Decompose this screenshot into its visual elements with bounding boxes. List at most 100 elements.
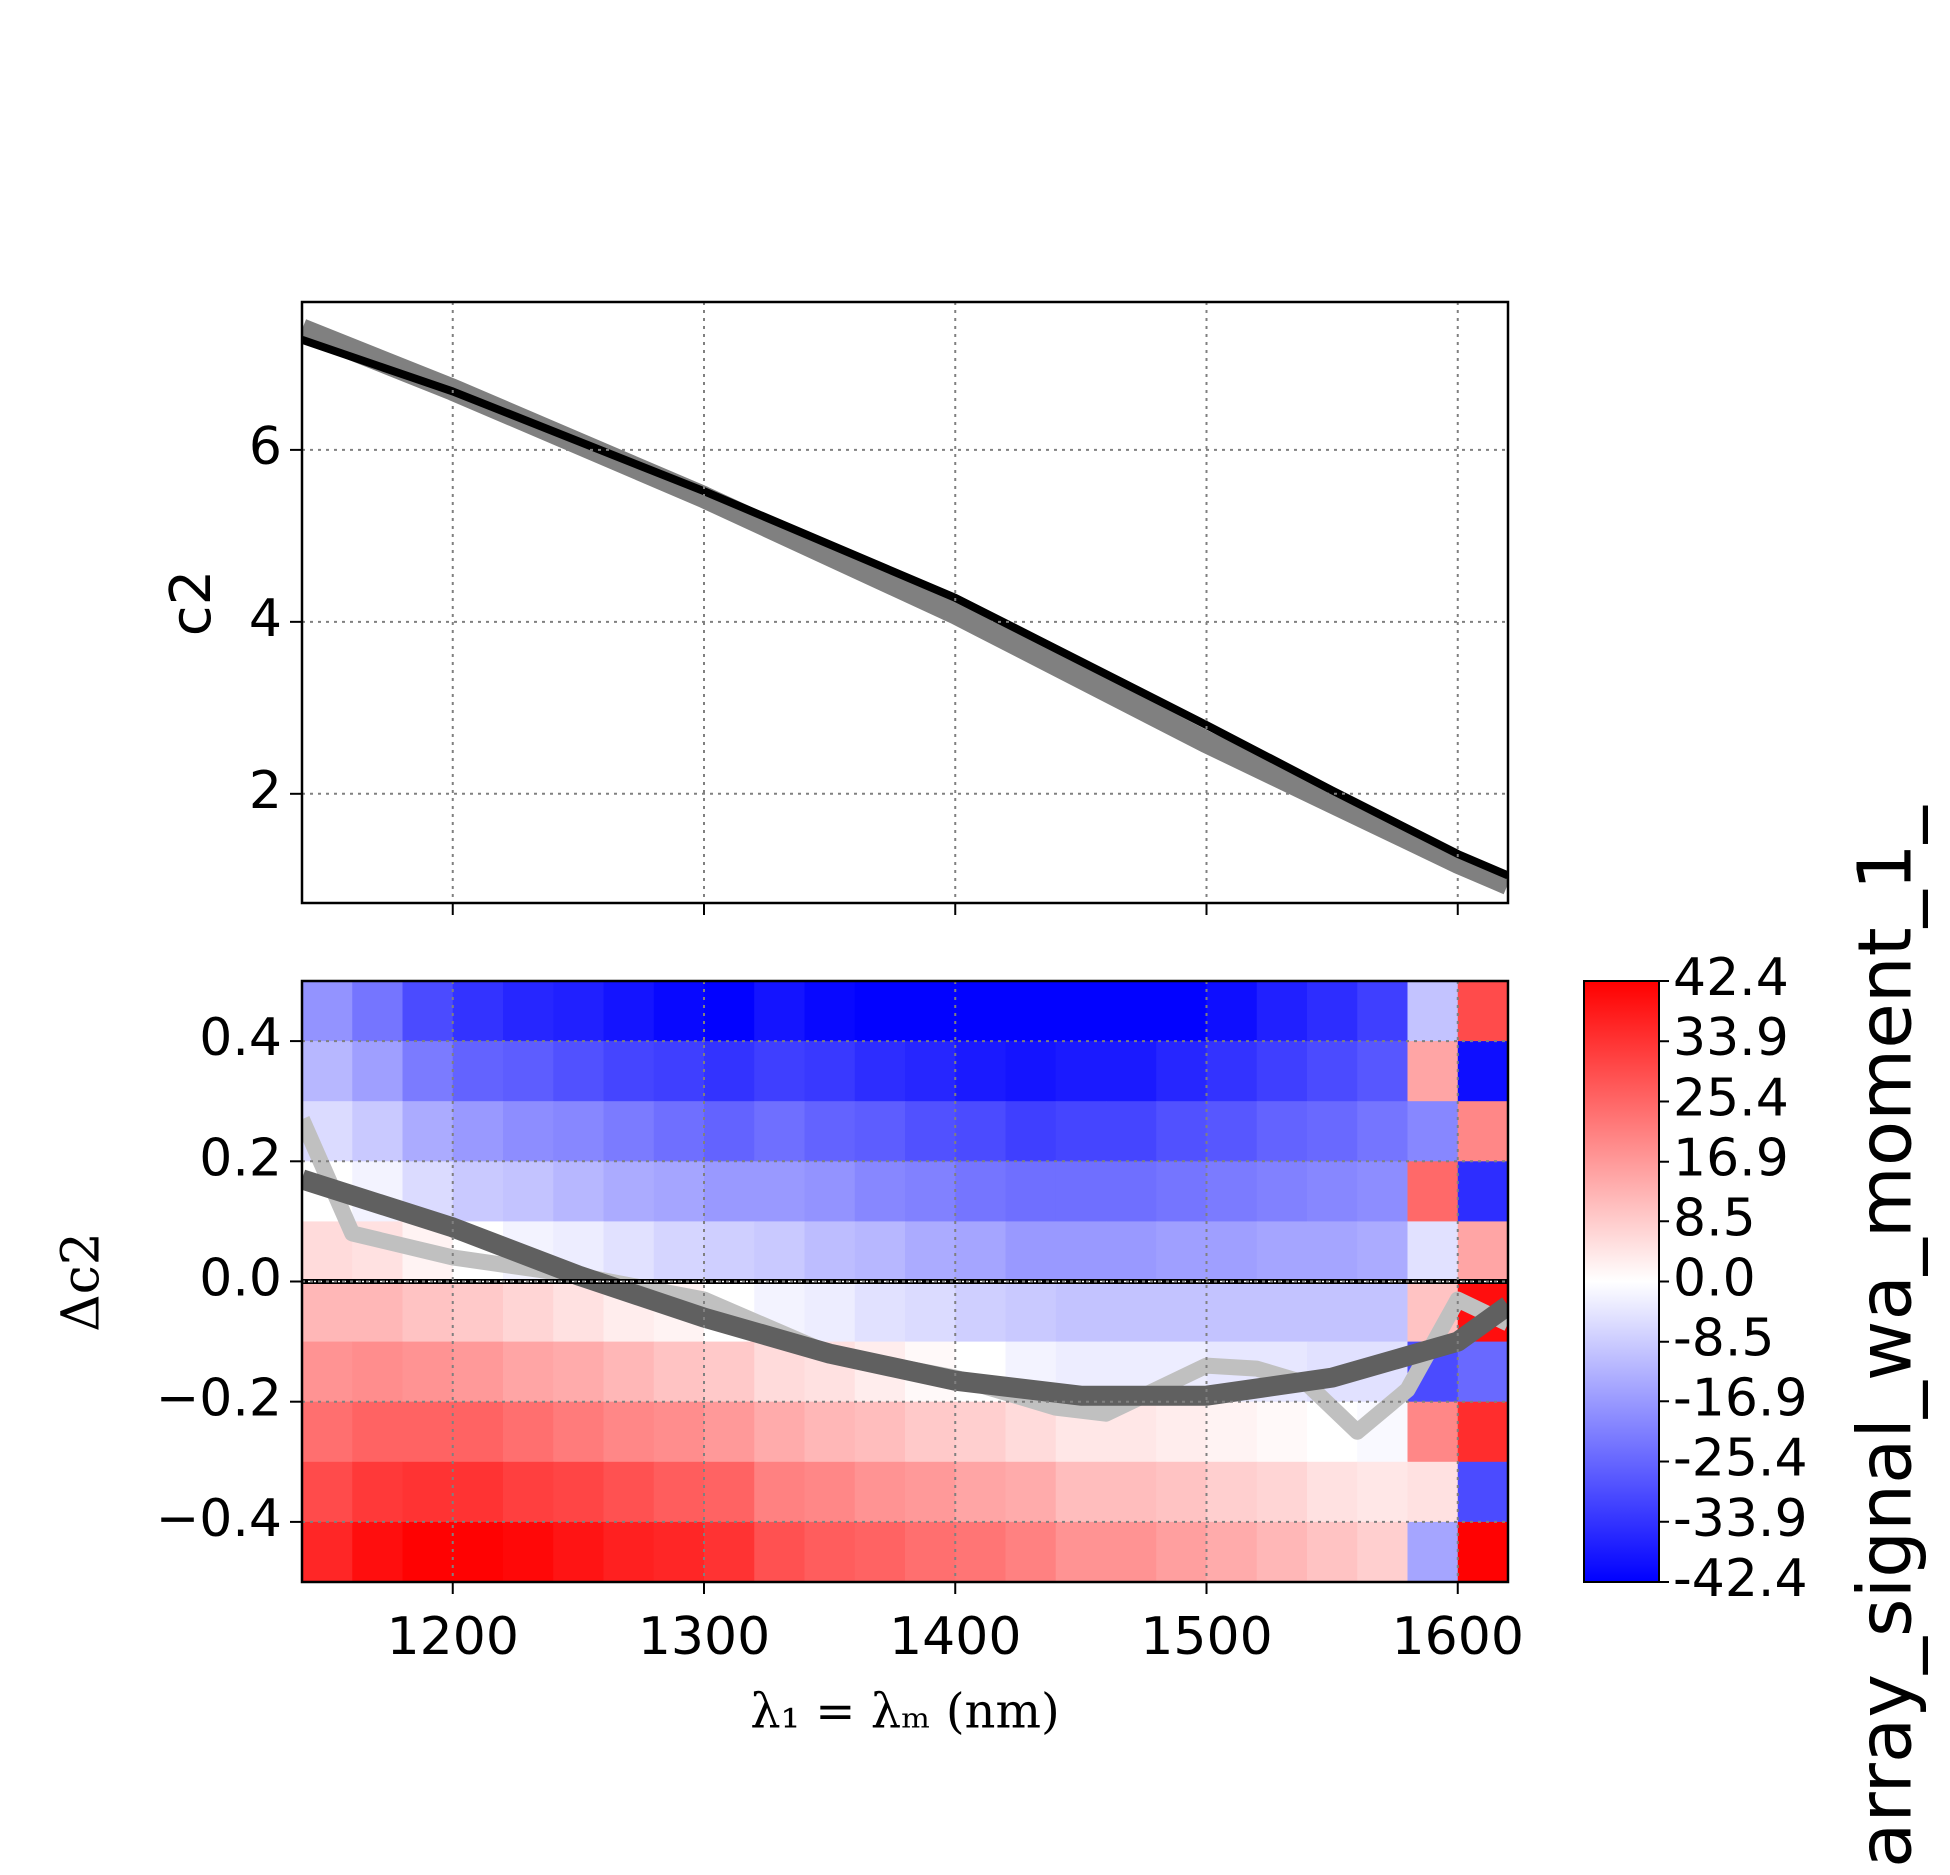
heatmap-cell: [452, 1101, 504, 1162]
heatmap-cell: [1457, 1101, 1508, 1162]
heatmap-cell: [1457, 1461, 1508, 1523]
heatmap-cell: [302, 1461, 353, 1523]
heatmap-cell: [1156, 1461, 1208, 1523]
heatmap-cell: [1005, 1461, 1057, 1523]
heatmap-cell: [503, 1041, 554, 1102]
heatmap-cell: [503, 1161, 554, 1222]
heatmap-cell: [402, 1041, 454, 1102]
heatmap-cell: [1256, 981, 1308, 1042]
heatmap-cell: [1206, 1401, 1258, 1463]
heatmap-cell: [1457, 1341, 1508, 1403]
line: [302, 319, 1508, 895]
heatmap-cell: [1106, 1281, 1157, 1343]
heatmap-cell: [905, 1461, 956, 1523]
heatmap-cell: [553, 1341, 605, 1403]
heatmap-cell: [854, 1101, 906, 1162]
heatmap-cell: [1106, 1461, 1157, 1523]
colorbar-tick-label: 16.9: [1673, 1129, 1789, 1189]
heatmap-cell: [1156, 1101, 1208, 1162]
heatmap-cell: [754, 1041, 806, 1102]
heatmap-cell: [1106, 1161, 1157, 1222]
heatmap-cell: [854, 1281, 906, 1343]
heatmap-cell: [1055, 1461, 1107, 1523]
heatmap-cell: [1307, 1041, 1358, 1102]
heatmap-cell: [804, 1041, 856, 1102]
heatmap-cell: [653, 1461, 705, 1523]
heatmap-cell: [955, 981, 1007, 1042]
heatmap-cell: [653, 1101, 705, 1162]
heatmap-cell: [1407, 1521, 1459, 1582]
heatmap-cell: [452, 1401, 504, 1463]
heatmap-cell: [402, 1101, 454, 1162]
heatmap-cell: [603, 1401, 655, 1463]
colorbar-tick-label: -42.4: [1673, 1549, 1808, 1609]
colorbar-tick-label: 0.0: [1673, 1249, 1756, 1309]
colorbar-tick-label: -33.9: [1673, 1489, 1808, 1549]
heatmap-cell: [503, 1461, 554, 1523]
heatmap-cell: [302, 1281, 353, 1343]
heatmap-cell: [1457, 1401, 1508, 1463]
line: [302, 1169, 1508, 1406]
heatmap-cell: [1005, 1521, 1057, 1582]
heatmap-cell: [452, 1341, 504, 1403]
heatmap-cell: [452, 1521, 504, 1582]
heatmap-cell: [603, 1161, 655, 1222]
heatmap-cell: [503, 981, 554, 1042]
heatmap-cell: [804, 1281, 856, 1343]
heatmap-cell: [1005, 1161, 1057, 1222]
heatmap-cell: [1357, 1041, 1409, 1102]
heatmap-cell: [1206, 1461, 1258, 1523]
heatmap-cell: [1256, 1521, 1308, 1582]
heatmap-cell: [1206, 981, 1258, 1042]
heatmap-cell: [754, 981, 806, 1042]
heatmap-cell: [1206, 1161, 1258, 1222]
heatmap-cell: [452, 1281, 504, 1343]
heatmap-cell: [503, 1401, 554, 1463]
heatmap-cell: [503, 1281, 554, 1343]
y-axis-label: c2: [159, 570, 224, 636]
heatmap-cell: [553, 1161, 605, 1222]
heatmap-cell: [1005, 1221, 1057, 1283]
y-tick-label: −0.2: [156, 1369, 282, 1429]
heatmap-cell: [905, 981, 956, 1042]
heatmap-cell: [1005, 1281, 1057, 1343]
heatmap-cell: [402, 1341, 454, 1403]
heatmap-cell: [854, 1221, 906, 1283]
heatmap-cell: [955, 1521, 1007, 1582]
heatmap-cell: [1206, 1281, 1258, 1343]
heatmap-cell: [754, 1401, 806, 1463]
heatmap-cell: [905, 1401, 956, 1463]
heatmap-cell: [704, 1041, 755, 1102]
heatmap-cell: [603, 1221, 655, 1283]
colorbar-label: array_signal_wa_moment_1_: [1843, 805, 1929, 1868]
heatmap-cell: [1307, 1521, 1358, 1582]
heatmap-cell: [704, 1461, 755, 1523]
heatmap-cell: [754, 1101, 806, 1162]
heatmap-cell: [1256, 1281, 1308, 1343]
heatmap-cell: [905, 1521, 956, 1582]
heatmap-cell: [653, 1041, 705, 1102]
heatmap-cell: [955, 1101, 1007, 1162]
y-tick-label: 2: [249, 761, 282, 821]
heatmap-cell: [1106, 981, 1157, 1042]
heatmap-cell: [1055, 1521, 1107, 1582]
heatmap-cell: [704, 1101, 755, 1162]
heatmap-cell: [905, 1281, 956, 1343]
heatmap-cell: [1206, 1521, 1258, 1582]
heatmap-cell: [503, 1521, 554, 1582]
heatmap-cell: [1457, 1041, 1508, 1102]
heatmap-cell: [1457, 1221, 1508, 1283]
heatmap-cell: [1307, 1461, 1358, 1523]
heatmap-cell: [1256, 1041, 1308, 1102]
heatmap-cell: [804, 981, 856, 1042]
heatmap-cell: [1005, 981, 1057, 1042]
heatmap-cell: [804, 1221, 856, 1283]
heatmap-cell: [1156, 1281, 1208, 1343]
heatmap-cell: [352, 1281, 404, 1343]
heatmap-cell: [553, 981, 605, 1042]
heatmap-cell: [653, 1521, 705, 1582]
heatmap-cell: [955, 1041, 1007, 1102]
heatmap-cell: [1357, 1101, 1409, 1162]
x-tick-label: 1300: [638, 1607, 770, 1667]
heatmap-cell: [1055, 1161, 1107, 1222]
